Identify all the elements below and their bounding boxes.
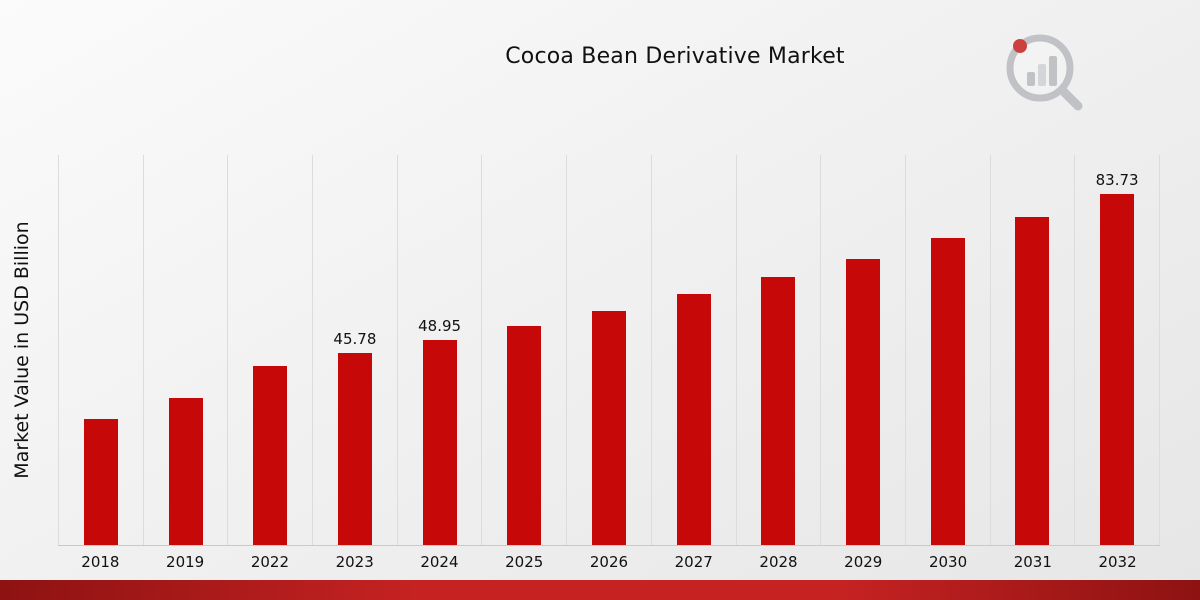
x-tick-label: 2031 — [1013, 553, 1052, 571]
bar-2031 — [1015, 217, 1050, 545]
bar-value-label: 83.73 — [1095, 170, 1139, 189]
bar-2030 — [930, 238, 965, 545]
x-tick-label: 2019 — [166, 553, 205, 571]
chart-column — [650, 155, 736, 545]
x-tick-label: 2025 — [505, 553, 544, 571]
chart-column — [481, 155, 566, 545]
bar-2027 — [676, 294, 711, 545]
chart-column — [227, 155, 312, 545]
bar-2028 — [761, 277, 796, 545]
x-tick-label: 2024 — [420, 553, 459, 571]
market-research-logo — [1006, 34, 1083, 111]
plot-area: 45.78 48.95 83.73 — [58, 155, 1160, 546]
chart-column — [904, 155, 990, 545]
bar-2029 — [846, 258, 881, 545]
bar-2019 — [168, 398, 203, 545]
x-tick-label: 2022 — [250, 553, 289, 571]
x-tick-label: 2030 — [928, 553, 968, 571]
bar-value-label: 45.78 — [333, 330, 377, 349]
bar-2018 — [83, 419, 118, 545]
x-axis-labels: 2018 2019 2022 2023 2024 2025 2026 2027 2028 2029… — [58, 553, 1160, 571]
chart-column: 83.73 — [1074, 155, 1160, 545]
logo-bar-2 — [1038, 64, 1046, 86]
bar-2032 — [1100, 193, 1135, 545]
chart-column — [566, 155, 651, 545]
footer-red-stripe — [0, 580, 1200, 600]
chart-column — [735, 155, 821, 545]
bar-2025 — [507, 325, 542, 545]
x-tick-label: 2029 — [844, 553, 883, 571]
y-axis-label: Market Value in USD Billion — [11, 221, 33, 479]
bar-2022 — [253, 365, 288, 545]
chart-title: Cocoa Bean Derivative Market — [505, 44, 845, 69]
x-tick-label: 2023 — [335, 553, 374, 571]
logo-bar-3 — [1049, 56, 1057, 86]
bar-value-label: 48.95 — [418, 316, 462, 335]
x-tick-label: 2018 — [81, 553, 120, 571]
logo-handle — [1058, 86, 1083, 111]
bar-2023 — [337, 353, 372, 545]
chart-column — [58, 155, 143, 545]
chart-column — [142, 155, 228, 545]
chart-column — [820, 155, 905, 545]
x-tick-label: 2028 — [759, 553, 798, 571]
logo-red-dot — [1013, 39, 1027, 53]
bar-2024 — [422, 339, 457, 545]
chart-column: 45.78 — [312, 155, 397, 545]
x-tick-label: 2027 — [674, 553, 713, 571]
chart-column — [989, 155, 1075, 545]
x-tick-label: 2032 — [1098, 553, 1137, 571]
bar-2026 — [591, 310, 626, 545]
chart-column: 48.95 — [396, 155, 482, 545]
logo-bar-1 — [1027, 72, 1035, 86]
x-tick-label: 2026 — [589, 553, 629, 571]
